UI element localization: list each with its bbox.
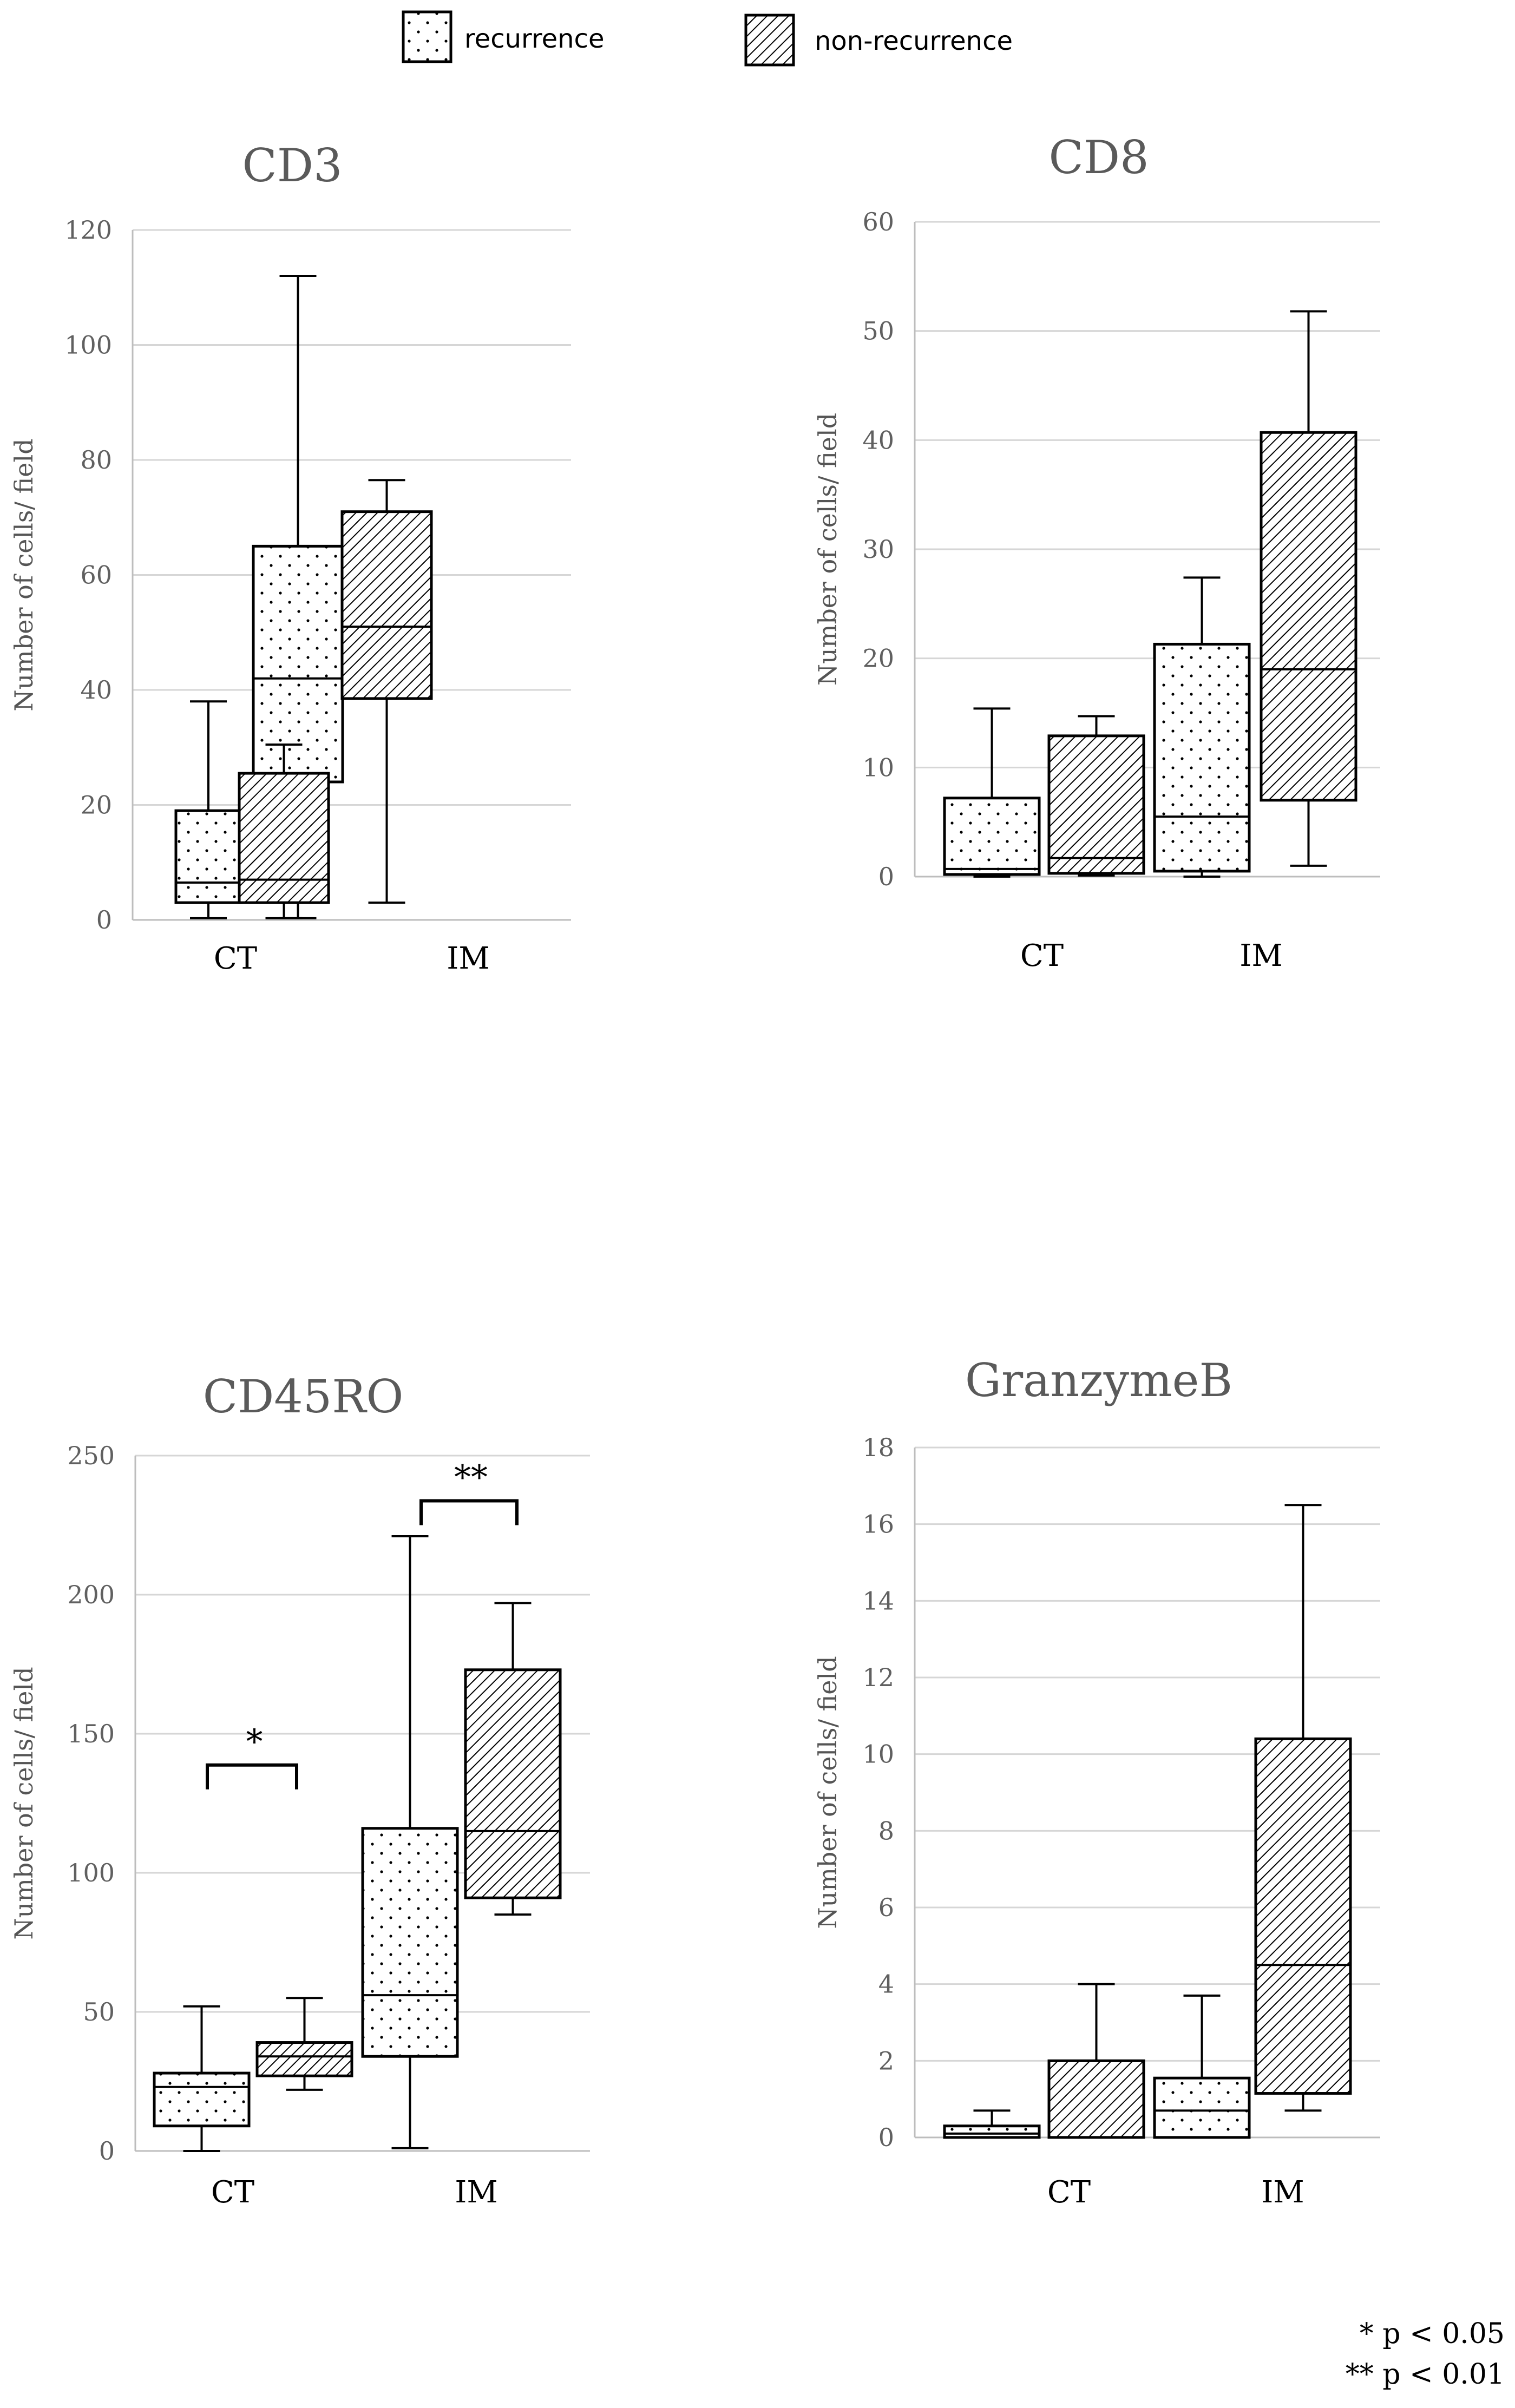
box-non-recurrence-im [464,1668,562,1899]
box-non-recurrence-im [340,510,433,700]
legend: recurrence non-recurrence [402,10,1013,67]
note-p005: * p < 0.05 [1360,2318,1505,2350]
legend-swatch-recurrence [402,10,452,63]
panel-cd45ro: CD45RO 0 50 100 150 200 250 Number of cells/ fi… [9,1370,590,2210]
y-tick-label: 60 [80,561,112,590]
y-tick-label: 14 [862,1586,894,1615]
y-tick-label: 2 [878,2046,894,2075]
y-tick-label: 40 [80,675,112,705]
y-tick-label: 0 [99,2136,115,2166]
box-non-recurrence-im [1254,1737,1352,2095]
chart-title: GranzymeB [965,1354,1232,1407]
y-axis-label: Number of cells/ field [813,1656,842,1929]
y-tick-label: 6 [878,1893,894,1922]
y-axis-label: Number of cells/ field [813,413,842,686]
y-tick-label: 16 [862,1510,894,1539]
y-tick-label: 10 [862,753,894,782]
legend-label-recurrence: recurrence [464,24,604,54]
y-tick-label: 4 [878,1970,894,1999]
x-category-label-im: IM [1239,938,1282,973]
chart-title: CD8 [1048,131,1149,184]
legend-swatch-non-recurrence [744,14,795,67]
box-recurrence-im [361,1827,459,2058]
box-non-recurrence-im [1260,431,1357,802]
box-non-recurrence-ct [238,772,330,904]
box-non-recurrence-ct [1047,2059,1145,2139]
x-category-label-im: IM [455,2175,497,2210]
y-axis-label: Number of cells/ field [9,1667,38,1939]
significance-bracket-im [419,1499,519,1525]
x-category-label-im: IM [1261,2175,1304,2210]
y-tick-label: 20 [862,644,894,673]
y-tick-label: 20 [80,791,112,820]
y-tick-label: 200 [67,1580,115,1609]
note-p001: ** p < 0.01 [1346,2358,1505,2391]
x-category-label-ct: CT [1020,938,1064,973]
x-category-label-ct: CT [1047,2175,1091,2210]
y-tick-label: 100 [67,1858,115,1887]
y-tick-label: 0 [96,905,112,935]
y-tick-label: 60 [862,207,894,236]
legend-item-non-recurrence: non-recurrence [744,14,1013,67]
y-tick-label: 0 [878,2123,894,2152]
box-recurrence-ct [943,2124,1041,2139]
y-tick-label: 100 [64,331,112,360]
chart-title: CD3 [242,139,342,192]
chart-title: CD45RO [203,1370,404,1423]
significance-label-im: ** [454,1458,488,1497]
box-recurrence-im [1153,2076,1251,2139]
box-recurrence-ct [153,2071,251,2128]
panel-granzymeb: GranzymeB 0 2 4 6 8 10 12 14 16 18 Number of cells/… [813,1354,1380,2210]
y-tick-label: 30 [862,535,894,564]
y-tick-label: 50 [862,317,894,346]
box-recurrence-ct [943,797,1041,876]
y-tick-label: 8 [878,1816,894,1845]
y-tick-label: 40 [862,425,894,455]
y-axis-label: Number of cells/ field [9,438,38,711]
y-tick-label: 250 [67,1441,115,1470]
significance-notes: * p < 0.05 ** p < 0.01 [1346,2318,1505,2391]
box-recurrence-ct [174,809,242,904]
y-tick-label: 12 [862,1663,894,1692]
box-recurrence-im [1153,642,1251,873]
y-tick-label: 10 [862,1740,894,1769]
y-tick-label: 120 [64,215,112,245]
x-category-label-im: IM [447,941,489,976]
legend-label-non-recurrence: non-recurrence [815,26,1013,56]
legend-item-recurrence: recurrence [402,10,604,63]
panel-cd3: CD3 0 20 40 60 80 100 120 Number of cells/ field… [9,139,571,976]
significance-bracket-ct [206,1763,298,1789]
panel-cd8: CD8 0 10 20 30 40 50 60 Number of cells/ field CT… [813,131,1380,973]
significance-label-ct: * [246,1722,263,1761]
box-non-recurrence-ct [1047,734,1145,875]
x-category-label-ct: CT [211,2175,254,2210]
box-recurrence-im [252,544,344,784]
y-tick-label: 80 [80,445,112,475]
x-category-label-ct: CT [214,941,257,976]
y-tick-label: 150 [67,1719,115,1748]
y-tick-label: 50 [83,1997,115,2027]
y-tick-label: 18 [862,1433,894,1462]
y-tick-label: 0 [878,862,894,891]
box-non-recurrence-ct [255,2041,353,2077]
